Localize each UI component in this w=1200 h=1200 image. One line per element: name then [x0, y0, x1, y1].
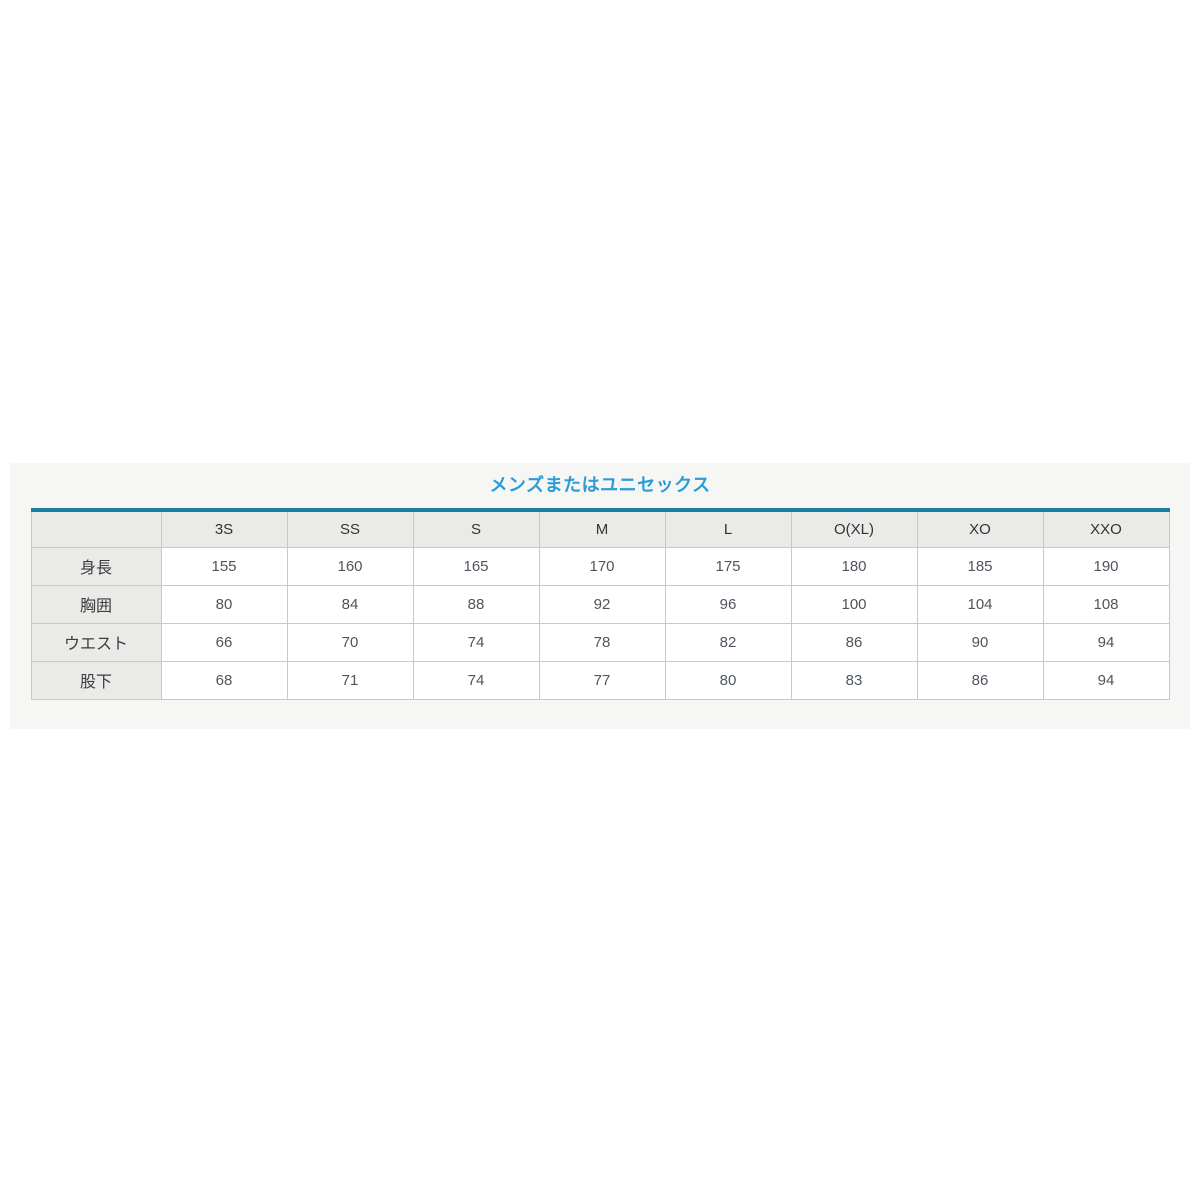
table-row: ウエスト 66 70 74 78 82 86 90 94	[30, 622, 1170, 662]
size-value-cell: 94	[1042, 660, 1170, 700]
column-header-XXO: XXO	[1042, 509, 1170, 548]
table-body: 身長 155 160 165 170 175 180 185 190 胸囲 80 84 88 92 96 10…	[30, 546, 1170, 700]
size-value-cell: 88	[412, 584, 540, 624]
size-value-cell: 83	[790, 660, 918, 700]
size-value-cell: 160	[286, 546, 414, 586]
size-value-cell: 108	[1042, 584, 1170, 624]
column-header-XO: XO	[916, 509, 1044, 548]
row-label: 胸囲	[30, 584, 162, 624]
size-chart-title: メンズまたはユニセックス	[489, 475, 711, 495]
size-value-cell: 80	[160, 584, 288, 624]
size-value-cell: 78	[538, 622, 666, 662]
size-value-cell: 86	[916, 660, 1044, 700]
size-value-cell: 90	[916, 622, 1044, 662]
size-value-cell: 84	[286, 584, 414, 624]
size-chart-table: 3S SS S M L O(XL) XO XXO 身長 155 160 165 170 175 180 18…	[30, 508, 1170, 700]
size-value-cell: 94	[1042, 622, 1170, 662]
size-value-cell: 170	[538, 546, 666, 586]
size-value-cell: 165	[412, 546, 540, 586]
column-header-L: L	[664, 509, 792, 548]
row-label: ウエスト	[30, 622, 162, 662]
size-chart-panel: メンズまたはユニセックス 3S SS S M L O(XL) XO XXO 身長 155 160 1…	[10, 463, 1190, 729]
size-value-cell: 175	[664, 546, 792, 586]
table-row: 身長 155 160 165 170 175 180 185 190	[30, 546, 1170, 586]
column-header-O(XL): O(XL)	[790, 509, 918, 548]
table-row: 胸囲 80 84 88 92 96 100 104 108	[30, 584, 1170, 624]
column-header-M: M	[538, 509, 666, 548]
size-value-cell: 155	[160, 546, 288, 586]
size-value-cell: 71	[286, 660, 414, 700]
size-value-cell: 68	[160, 660, 288, 700]
size-value-cell: 74	[412, 660, 540, 700]
size-value-cell: 96	[664, 584, 792, 624]
size-value-cell: 77	[538, 660, 666, 700]
column-header-3S: 3S	[160, 509, 288, 548]
table-row: 股下 68 71 74 77 80 83 86 94	[30, 660, 1170, 700]
size-value-cell: 82	[664, 622, 792, 662]
size-value-cell: 104	[916, 584, 1044, 624]
size-value-cell: 92	[538, 584, 666, 624]
size-value-cell: 100	[790, 584, 918, 624]
corner-cell	[30, 509, 162, 548]
size-value-cell: 180	[790, 546, 918, 586]
size-value-cell: 70	[286, 622, 414, 662]
size-value-cell: 66	[160, 622, 288, 662]
header-row: 3S SS S M L O(XL) XO XXO	[30, 509, 1170, 548]
row-label: 股下	[30, 660, 162, 700]
size-value-cell: 190	[1042, 546, 1170, 586]
column-header-SS: SS	[286, 509, 414, 548]
column-header-S: S	[412, 509, 540, 548]
size-value-cell: 74	[412, 622, 540, 662]
table-header: 3S SS S M L O(XL) XO XXO	[30, 509, 1170, 548]
row-label: 身長	[30, 546, 162, 586]
size-value-cell: 185	[916, 546, 1044, 586]
size-value-cell: 86	[790, 622, 918, 662]
size-value-cell: 80	[664, 660, 792, 700]
